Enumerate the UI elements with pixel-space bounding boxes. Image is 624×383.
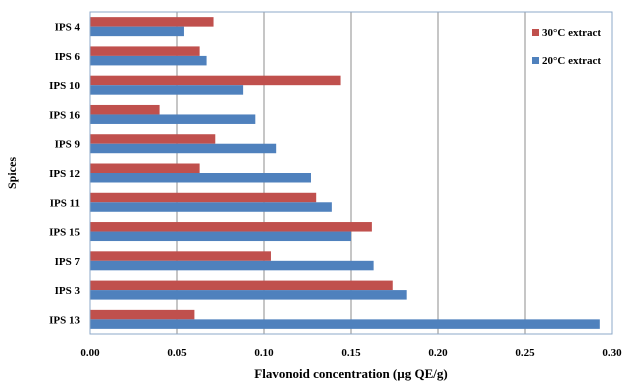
bar-30c-ips-11 [90, 192, 317, 203]
bar-20c-ips-4 [90, 26, 184, 37]
bar-30c-ips-13 [90, 309, 195, 320]
bar-30c-ips-16 [90, 104, 160, 115]
bar-30c-ips-6 [90, 46, 200, 56]
y-tick-label: IPS 11 [50, 197, 80, 209]
bar-30c-ips-10 [90, 75, 341, 86]
bars [90, 17, 600, 329]
x-tick-label: 0.20 [428, 347, 448, 359]
bar-30c-ips-3 [90, 280, 393, 291]
bar-20c-ips-13 [90, 319, 600, 329]
y-tick-label: IPS 4 [55, 22, 81, 34]
y-tick-label: IPS 16 [49, 109, 80, 121]
bar-20c-ips-11 [90, 202, 332, 212]
y-axis-title: Spices [5, 157, 19, 189]
bar-20c-ips-16 [90, 114, 256, 124]
bar-30c-ips-7 [90, 251, 271, 261]
y-tick-label: IPS 7 [55, 256, 81, 268]
y-tick-label: IPS 13 [49, 314, 80, 326]
x-tick-label: 0.10 [254, 347, 274, 359]
x-tick-label: 0.25 [515, 347, 535, 359]
y-tick-label: IPS 15 [49, 227, 80, 239]
x-tick-label: 0.00 [80, 347, 100, 359]
legend-label-30c: 30°C extract [542, 27, 601, 39]
x-axis-tick-labels: 0.00 0.05 0.10 0.15 0.20 0.25 0.30 [80, 347, 622, 359]
bar-20c-ips-15 [90, 231, 351, 242]
legend-swatch-20c [532, 57, 539, 64]
bar-20c-ips-7 [90, 260, 374, 271]
y-tick-label: IPS 10 [49, 80, 80, 92]
legend-label-20c: 20°C extract [542, 55, 601, 67]
legend: 30°C extract 20°C extract [532, 27, 601, 67]
bar-20c-ips-3 [90, 290, 407, 300]
plot-area-border [89, 11, 613, 335]
y-axis-tick-labels: IPS 4 IPS 6 IPS 10 IPS 16 IPS 9 IPS 12 IPS 11 I… [49, 22, 80, 327]
y-tick-label: IPS 9 [55, 139, 81, 151]
bar-20c-ips-10 [90, 85, 244, 95]
y-tick-label: IPS 12 [49, 168, 80, 180]
bar-20c-ips-12 [90, 173, 311, 183]
gridlines [176, 12, 526, 334]
y-tick-label: IPS 6 [55, 51, 81, 63]
x-axis-title: Flavonoid concentration (µg QE/g) [254, 366, 447, 381]
bar-30c-ips-15 [90, 222, 372, 232]
legend-swatch-30c [532, 29, 539, 36]
x-tick-label: 0.30 [602, 347, 622, 359]
bar-30c-ips-12 [90, 163, 200, 173]
bar-20c-ips-6 [90, 55, 207, 66]
y-tick-label: IPS 3 [55, 285, 81, 297]
x-tick-label: 0.05 [167, 347, 187, 359]
bar-20c-ips-9 [90, 143, 277, 154]
x-tick-label: 0.15 [341, 347, 361, 359]
bar-30c-ips-4 [90, 17, 214, 27]
bar-30c-ips-9 [90, 134, 216, 144]
